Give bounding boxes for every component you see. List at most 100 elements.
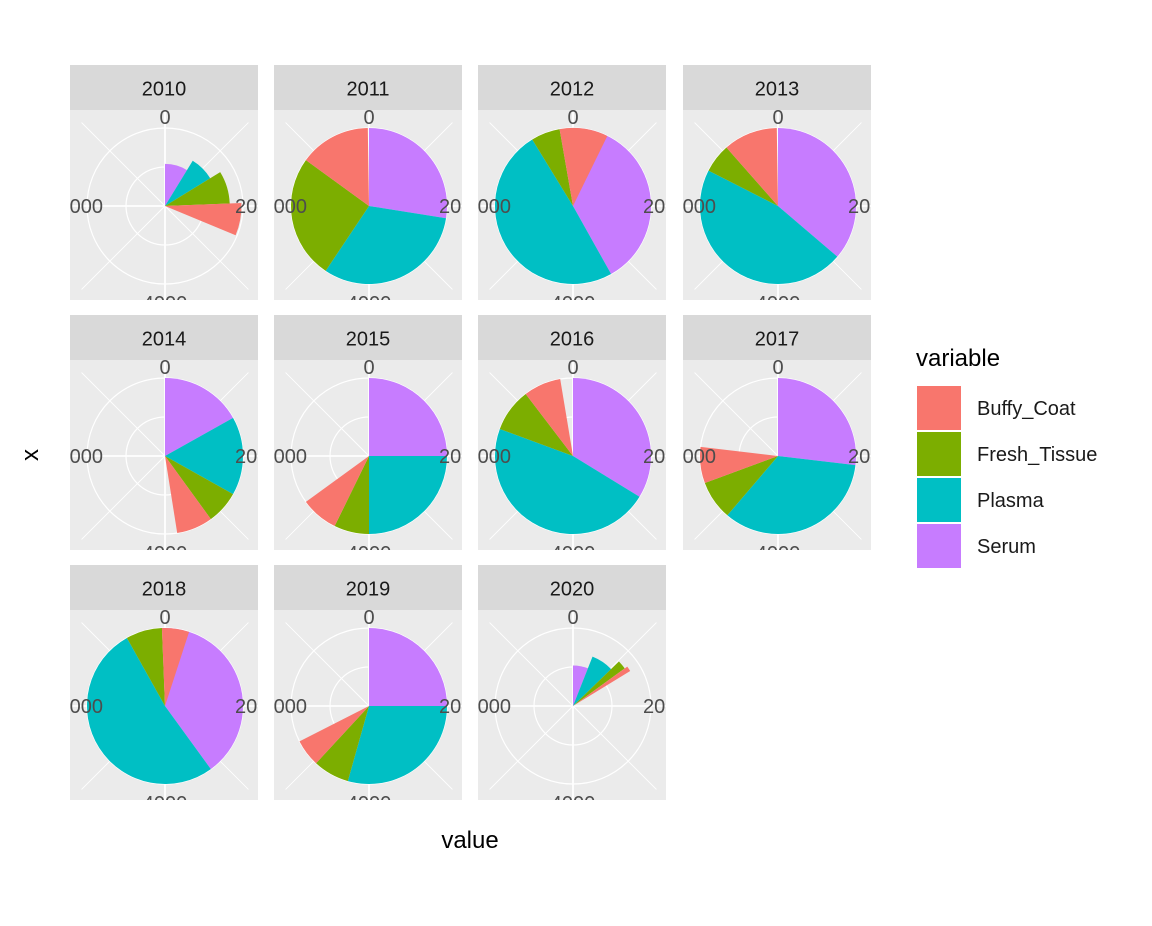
slice-serum-2011 <box>369 128 448 219</box>
theta-tick-label: 6000 <box>467 696 512 718</box>
legend: variable Buffy_Coat Fresh_Tissue Plasma Ser… <box>916 345 1097 568</box>
theta-tick-label: 0 <box>567 107 578 129</box>
theta-tick-label: 4000 <box>551 293 596 315</box>
facet-panel-2015: 2015 0 2000 4000 6000 <box>263 315 484 565</box>
theta-tick-label: 4000 <box>347 543 392 565</box>
facet-strip-label: 2015 <box>346 329 391 351</box>
theta-tick-label: 0 <box>363 607 374 629</box>
slice-fresh-tissue-2017 <box>704 456 778 516</box>
legend-label: Buffy_Coat <box>977 398 1076 420</box>
slice-serum-2015 <box>369 378 447 456</box>
legend-items: Buffy_Coat Fresh_Tissue Plasma Serum <box>917 386 1097 568</box>
slice-buffy-coat-2015 <box>305 456 369 527</box>
theta-tick-label: 6000 <box>263 446 308 468</box>
theta-tick-label: 4000 <box>551 543 596 565</box>
slice-serum-2017 <box>778 378 856 466</box>
legend-key <box>917 432 961 476</box>
polar-plot: 0 2000 4000 6000 <box>467 607 688 815</box>
slice-plasma-2010 <box>165 160 211 206</box>
polar-plot: 0 2000 4000 6000 <box>263 360 484 565</box>
facet-strip <box>683 315 871 360</box>
facet-strip-label: 2013 <box>755 79 800 101</box>
facet-panel-2011: 2011 0 2000 4000 6000 <box>274 65 462 300</box>
polar-plot: 0 2000 4000 6000 <box>467 360 688 565</box>
facet-strip-label: 2012 <box>550 79 595 101</box>
grid-spoke <box>285 372 370 457</box>
slice-plasma-2011 <box>325 206 447 285</box>
slice-serum-2013 <box>778 128 856 257</box>
theta-tick-label: 2000 <box>439 446 484 468</box>
facet-strip <box>478 65 666 110</box>
theta-tick-label: 6000 <box>672 446 717 468</box>
facet-panel-2017: 2017 0 2000 4000 6000 <box>672 315 871 550</box>
theta-tick-label: 6000 <box>467 446 512 468</box>
slice-buffy-coat-2013 <box>726 128 778 206</box>
polar-plot: 0 2000 4000 6000 <box>70 110 258 315</box>
slice-buffy-coat-2014 <box>165 456 211 534</box>
legend-label: Fresh_Tissue <box>977 444 1097 466</box>
polar-plot: 0 2000 4000 6000 <box>59 360 258 565</box>
theta-tick-label: 0 <box>159 607 170 629</box>
slice-serum-2019 <box>369 628 447 706</box>
theta-tick-label: 0 <box>772 107 783 129</box>
slice-buffy-coat-2018 <box>161 627 190 706</box>
theta-tick-label: 6000 <box>59 446 104 468</box>
slice-plasma-2013 <box>699 170 838 285</box>
slice-fresh-tissue-2014 <box>165 456 234 520</box>
slice-serum-2020 <box>573 665 588 706</box>
theta-tick-label: 2000 <box>643 446 688 468</box>
grid-spoke <box>572 705 657 790</box>
slice-plasma-2015 <box>369 456 447 534</box>
slice-serum-2018 <box>165 628 244 770</box>
slice-serum-2010 <box>165 163 188 206</box>
legend-label: Plasma <box>977 490 1045 512</box>
theta-tick-label: 4000 <box>551 793 596 815</box>
legend-key <box>917 386 961 430</box>
slice-fresh-tissue-2020 <box>573 661 625 706</box>
facet-panel-2020: 2020 0 2000 4000 6000 <box>467 565 688 815</box>
slice-plasma-2014 <box>165 417 243 495</box>
grid-spoke <box>285 622 370 707</box>
grid-spoke <box>489 622 574 707</box>
theta-tick-label: 4000 <box>143 293 188 315</box>
slice-plasma-2017 <box>727 456 856 534</box>
facet-strip-label: 2019 <box>346 579 391 601</box>
theta-tick-label: 6000 <box>672 196 717 218</box>
polar-plot: 0 2000 4000 6000 <box>59 607 258 800</box>
slice-plasma-2019 <box>347 706 447 785</box>
theta-tick-label: 6000 <box>59 696 104 718</box>
y-axis-title: x <box>17 449 44 461</box>
legend-title: variable <box>916 345 1000 372</box>
grid-spoke <box>164 205 249 290</box>
grid-spoke <box>81 455 166 540</box>
theta-tick-label: 2000 <box>643 696 688 718</box>
legend-key <box>917 524 961 568</box>
facet-panel-2010: 2010 0 2000 4000 6000 <box>70 65 258 315</box>
facet-panel-2013: 2013 0 2000 4000 6000 <box>672 65 893 315</box>
x-axis-title: value <box>441 827 498 854</box>
panels-layer: 2010020004000600020110200040006000201202… <box>59 65 893 815</box>
theta-tick-label: 6000 <box>263 696 308 718</box>
polar-plot: 0 2000 4000 6000 <box>672 107 893 315</box>
theta-tick-label: 4000 <box>756 293 801 315</box>
facet-strip <box>274 565 462 610</box>
facet-strip <box>274 315 462 360</box>
facet-strip <box>70 565 258 610</box>
slice-buffy-coat-2019 <box>299 706 369 764</box>
facet-strip <box>70 65 258 110</box>
slice-fresh-tissue-2012 <box>532 129 573 206</box>
facet-strip-label: 2011 <box>346 79 389 101</box>
slice-plasma-2020 <box>573 656 612 706</box>
theta-tick-label: 2000 <box>848 196 893 218</box>
slice-serum-2016 <box>573 378 651 497</box>
slice-buffy-coat-2016 <box>525 379 573 456</box>
slice-plasma-2012 <box>495 139 612 284</box>
theta-tick-label: 0 <box>567 607 578 629</box>
legend-item-buffy-coat: Buffy_Coat <box>917 386 1076 430</box>
legend-item-fresh-tissue: Fresh_Tissue <box>917 432 1097 476</box>
facet-strip-label: 2010 <box>142 79 187 101</box>
facet-panel-2019: 2019 0 2000 4000 6000 <box>263 565 462 800</box>
facet-strip-label: 2020 <box>550 579 595 601</box>
facet-strip-label: 2016 <box>550 329 595 351</box>
theta-tick-label: 4000 <box>143 543 188 565</box>
